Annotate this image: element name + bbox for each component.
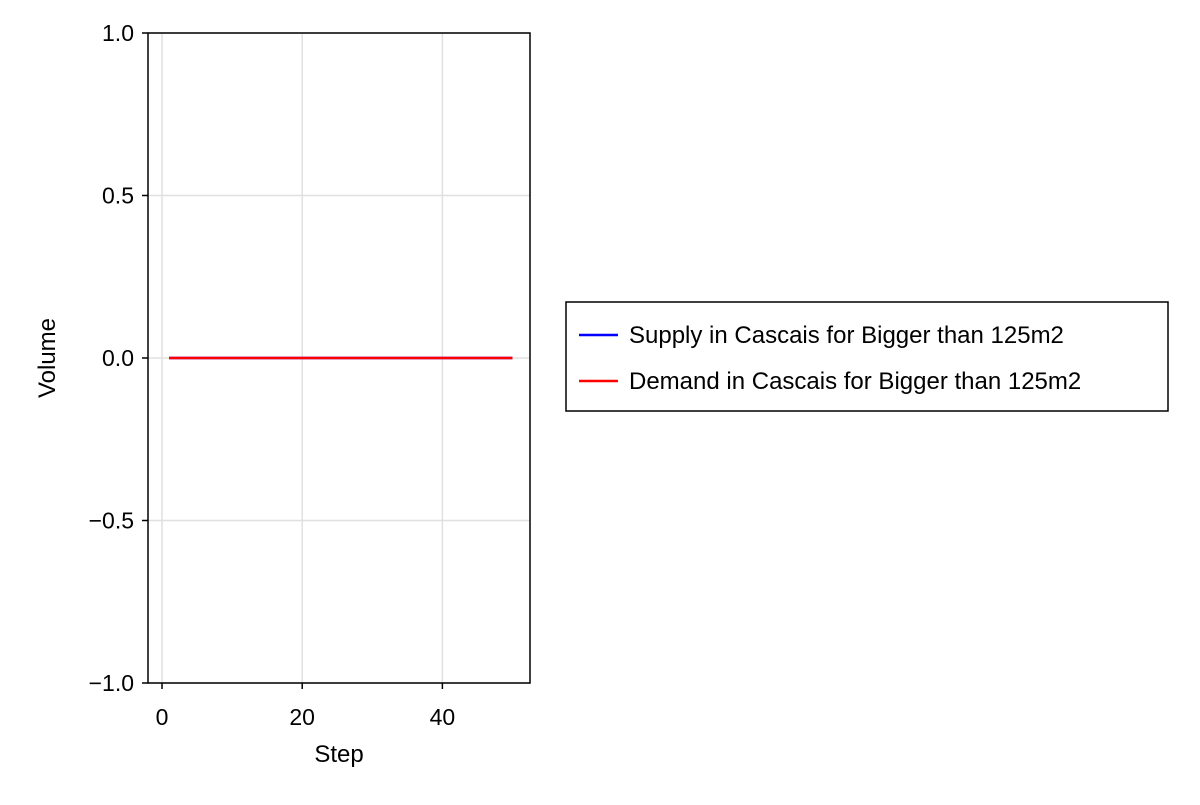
- legend-items: Supply in Cascais for Bigger than 125m2 D…: [579, 322, 1081, 395]
- legend: Supply in Cascais for Bigger than 125m2 D…: [565, 301, 1169, 412]
- axis-ticks: 0 20 40 −1.0 −0.5 0.0 0.5 1.0: [89, 20, 456, 730]
- legend-box: [565, 301, 1169, 412]
- x-tick-label: 20: [289, 704, 315, 730]
- x-tick-label: 40: [430, 704, 456, 730]
- legend-label-1: Demand in Cascais for Bigger than 125m2: [629, 368, 1081, 395]
- y-tick-label: 1.0: [102, 20, 134, 46]
- x-tick-label: 0: [156, 704, 169, 730]
- y-tick-label: 0.0: [102, 345, 134, 371]
- y-tick-label: −1.0: [89, 670, 134, 696]
- legend-label-0: Supply in Cascais for Bigger than 125m2: [629, 322, 1064, 349]
- y-tick-label: −0.5: [89, 508, 134, 534]
- x-axis-title: Step: [314, 741, 363, 768]
- y-tick-label: 0.5: [102, 183, 134, 209]
- y-axis-title: Volume: [34, 318, 61, 398]
